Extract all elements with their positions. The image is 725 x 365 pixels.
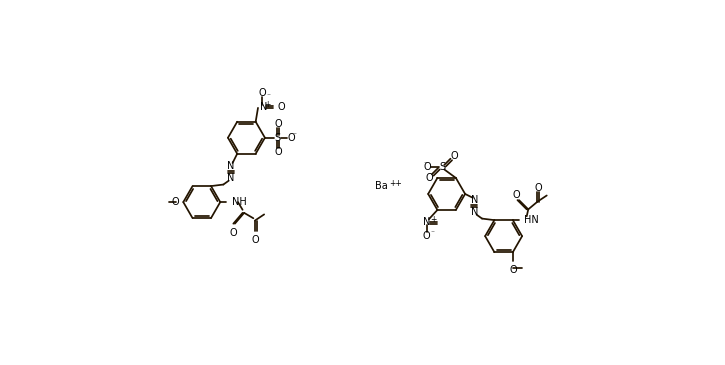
Text: O: O <box>252 235 260 245</box>
Text: N: N <box>228 161 235 171</box>
Text: N: N <box>471 195 478 205</box>
Text: O: O <box>277 102 285 112</box>
Text: ++: ++ <box>389 179 402 188</box>
Text: HN: HN <box>523 215 539 225</box>
Text: O: O <box>423 162 431 172</box>
Text: Ba: Ba <box>375 181 387 191</box>
Text: NH: NH <box>232 197 246 207</box>
Text: +: + <box>264 100 270 109</box>
Text: N: N <box>423 217 431 227</box>
Text: O: O <box>258 88 265 98</box>
Text: N: N <box>260 102 268 112</box>
Text: S: S <box>274 133 281 143</box>
Text: O: O <box>426 173 434 183</box>
Text: ⁻: ⁻ <box>293 130 297 139</box>
Text: ⁻: ⁻ <box>423 160 428 169</box>
Text: N: N <box>228 173 235 182</box>
Text: O: O <box>509 265 517 275</box>
Text: N: N <box>471 207 478 217</box>
Text: O: O <box>172 197 180 207</box>
Text: ⁻: ⁻ <box>431 228 434 238</box>
Text: O: O <box>274 147 282 157</box>
Text: O: O <box>534 183 542 193</box>
Text: O: O <box>450 151 458 161</box>
Text: O: O <box>287 133 295 143</box>
Text: O: O <box>512 191 520 200</box>
Text: S: S <box>439 162 445 172</box>
Text: ⁻: ⁻ <box>267 92 270 101</box>
Text: O: O <box>230 228 237 238</box>
Text: O: O <box>423 231 431 241</box>
Text: +: + <box>431 215 437 224</box>
Text: O: O <box>274 119 282 129</box>
